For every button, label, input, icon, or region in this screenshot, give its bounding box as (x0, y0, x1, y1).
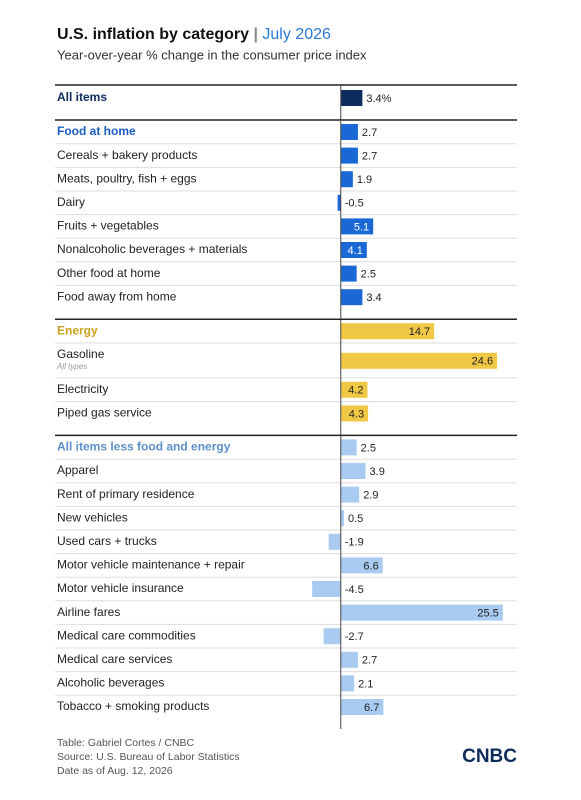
value-label: 6.7 (364, 702, 379, 714)
row-label: New vehicles (57, 510, 128, 524)
footer-line: Date as of Aug. 12, 2026 (57, 765, 173, 777)
value-label: 2.9 (363, 490, 378, 502)
bar (340, 405, 369, 422)
bar (340, 486, 360, 503)
value-label: 24.6 (472, 356, 493, 368)
section-header: Energy (57, 323, 98, 337)
bar (340, 289, 363, 306)
value-label: -1.9 (345, 537, 364, 549)
bar (340, 323, 435, 340)
row-label: Medical care commodities (57, 628, 196, 642)
value-label: 4.2 (348, 385, 363, 397)
bar (340, 218, 374, 235)
row-label: Motor vehicle maintenance + repair (57, 558, 245, 572)
chart-title: U.S. inflation by category | July 2026 (57, 26, 331, 43)
value-label: -0.5 (345, 198, 364, 210)
row-label: Piped gas service (57, 406, 152, 420)
row-label: Meats, poultry, fish + eggs (57, 171, 197, 185)
bar (340, 147, 358, 164)
title-divider: | (249, 26, 262, 43)
footer-line: Table: Gabriel Cortes / CNBC (57, 737, 195, 749)
row-label: Fruits + vegetables (57, 219, 159, 233)
row-label: Used cars + trucks (57, 534, 157, 548)
bar (340, 699, 384, 715)
row-label: Food away from home (57, 289, 177, 303)
value-label: 2.7 (362, 151, 377, 163)
row-label: Medical care services (57, 652, 172, 666)
row-label: Electricity (57, 382, 108, 396)
bar (340, 265, 357, 282)
value-label: 1.9 (357, 174, 372, 186)
bar (340, 124, 358, 140)
bar (340, 675, 355, 692)
value-label: 14.7 (409, 326, 430, 338)
row-label: Apparel (57, 463, 98, 477)
bar (328, 533, 341, 550)
value-label: 2.5 (361, 269, 376, 281)
row-label: Airline fares (57, 605, 120, 619)
bar (340, 651, 358, 668)
value-label: 3.9 (370, 466, 385, 478)
section-header: Food at home (57, 124, 136, 138)
bar (340, 242, 367, 258)
bar (340, 352, 498, 369)
value-label: 25.5 (477, 608, 498, 620)
value-label: 4.1 (348, 245, 363, 257)
logo: CNBC (462, 746, 517, 767)
value-label: 6.6 (363, 560, 378, 572)
row-label: Gasoline (57, 347, 105, 361)
value-label: 2.1 (358, 678, 373, 690)
subtitle: Year-over-year % change in the consumer … (57, 47, 367, 62)
value-label: 5.1 (354, 221, 369, 233)
row-note: All types (56, 362, 87, 371)
row-label: Nonalcoholic beverages + materials (57, 242, 247, 256)
value-label: 2.7 (362, 127, 377, 139)
row-label: Cereals + bakery products (57, 148, 197, 162)
value-label: 0.5 (348, 513, 363, 525)
bar (340, 439, 357, 456)
section-header: All items less food and energy (57, 440, 231, 454)
value-label: 3.4% (366, 93, 391, 105)
value-label: 2.5 (361, 442, 376, 454)
row-label: Dairy (57, 195, 85, 209)
bar (337, 194, 341, 211)
row-label: Alcoholic beverages (57, 676, 164, 690)
row-label: Motor vehicle insurance (57, 581, 184, 595)
bar (340, 557, 383, 574)
value-label: -4.5 (345, 584, 364, 596)
value-label: 3.4 (366, 292, 381, 304)
bar (312, 581, 341, 597)
bar (340, 463, 366, 479)
bar (340, 90, 363, 106)
bar (340, 604, 503, 621)
row-label: Rent of primary residence (57, 487, 195, 501)
value-label: 4.3 (349, 408, 364, 420)
bar (340, 381, 368, 398)
value-label: -2.7 (345, 631, 364, 643)
value-label: 2.7 (362, 655, 377, 667)
row-label: Tobacco + smoking products (57, 699, 209, 713)
bar (340, 171, 353, 188)
bar (323, 628, 341, 645)
title-date: July 2026 (262, 26, 331, 43)
bar (340, 510, 344, 527)
section-header: All items (57, 90, 107, 104)
title-main: U.S. inflation by category (57, 26, 249, 43)
row-label: Other food at home (57, 266, 161, 280)
footer-line: Source: U.S. Bureau of Labor Statistics (57, 751, 240, 763)
